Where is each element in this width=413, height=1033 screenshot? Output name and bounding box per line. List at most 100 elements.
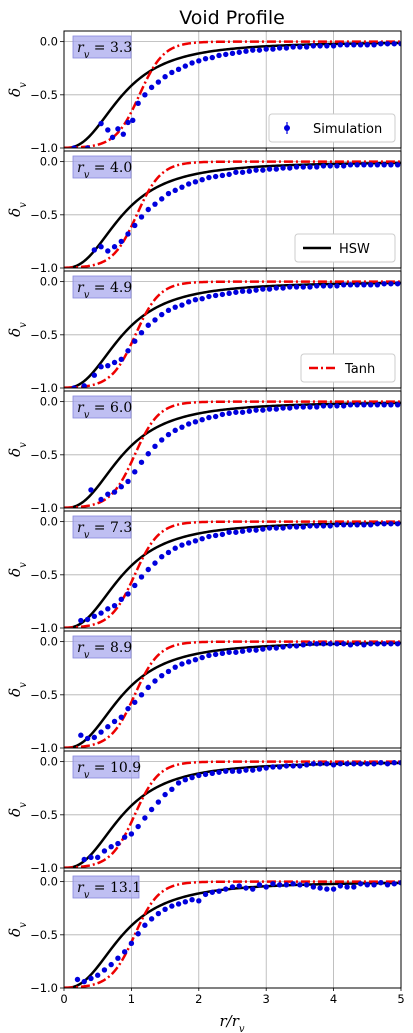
- x-tick-label: 1: [128, 992, 135, 1006]
- simulation-point: [109, 134, 116, 141]
- simulation-point: [394, 521, 401, 527]
- simulation-point: [330, 762, 337, 768]
- tanh-line: [64, 280, 401, 388]
- axes-frame: [63, 390, 402, 509]
- simulation-point: [223, 886, 229, 892]
- simulation-point: [175, 780, 182, 786]
- simulation-point: [148, 84, 155, 91]
- y-axis-label: δv: [6, 922, 29, 937]
- simulation-point: [169, 69, 175, 76]
- simulation-point: [344, 884, 350, 890]
- simulation-point: [374, 641, 381, 647]
- simulation-point: [266, 286, 273, 292]
- simulation-point: [95, 972, 101, 978]
- simulation-point: [196, 58, 202, 64]
- simulation-point: [324, 43, 330, 49]
- simulation-point: [185, 540, 192, 546]
- simulation-point: [202, 891, 209, 898]
- simulation-point: [165, 549, 172, 556]
- simulation-point: [239, 288, 246, 294]
- simulation-point: [128, 831, 135, 837]
- legend-label: Tanh: [344, 362, 375, 377]
- y-tick-label: 0.0: [40, 515, 58, 529]
- simulation-point: [125, 348, 131, 354]
- simulation-point: [351, 761, 357, 767]
- simulation-point: [293, 284, 300, 290]
- simulation-point: [202, 55, 209, 62]
- simulation-point: [111, 489, 118, 495]
- simulation-point: [310, 884, 317, 890]
- simulation-point: [388, 641, 394, 647]
- simulation-point: [381, 641, 387, 647]
- simulation-point: [334, 641, 340, 647]
- simulation-point: [303, 44, 310, 50]
- tanh-line: [64, 160, 401, 268]
- simulation-point: [226, 649, 232, 655]
- simulation-point: [172, 427, 178, 434]
- simulation-point: [260, 407, 266, 413]
- simulation-point: [253, 527, 259, 533]
- simulation-point: [88, 975, 94, 982]
- simulation-point: [71, 385, 77, 388]
- simulation-point: [84, 145, 91, 148]
- simulation-point: [354, 402, 360, 408]
- simulation-point: [347, 282, 354, 288]
- rv-label-box: [72, 395, 132, 419]
- simulation-point: [384, 761, 391, 767]
- simulation-point: [229, 50, 236, 57]
- simulation-point: [196, 898, 202, 904]
- simulation-point: [381, 162, 387, 168]
- y-axis-label: δv: [6, 82, 29, 97]
- simulation-point: [71, 145, 77, 148]
- simulation-point: [206, 533, 212, 540]
- panel-1: 0.0 −0.5 −1.0 δv rv = 4.0 HSW: [6, 150, 402, 275]
- y-tick-label: −0.5: [30, 88, 58, 102]
- simulation-point: [165, 668, 172, 675]
- simulation-point: [287, 165, 293, 171]
- simulation-point: [320, 523, 327, 529]
- simulation-point: [307, 284, 313, 290]
- tanh-line: [64, 880, 401, 988]
- simulation-point: [78, 617, 84, 624]
- simulation-point: [165, 190, 172, 197]
- simulation-point: [132, 338, 138, 344]
- legend-box: [300, 353, 396, 383]
- simulation-point: [314, 641, 320, 647]
- simulation-point: [152, 317, 158, 323]
- simulation-point: [199, 535, 205, 542]
- simulation-point: [378, 880, 384, 886]
- simulation-point: [125, 591, 131, 597]
- simulation-point: [206, 293, 212, 300]
- axes-frame: [63, 870, 402, 989]
- simulation-point: [125, 231, 131, 237]
- simulation-point: [246, 288, 253, 294]
- axes-frame: [63, 270, 402, 389]
- rv-label-box: [72, 875, 140, 899]
- simulation-point: [260, 526, 266, 532]
- simulation-point: [381, 281, 387, 287]
- simulation-point: [273, 525, 280, 531]
- simulation-point: [334, 283, 340, 289]
- simulation-point: [199, 654, 205, 661]
- simulation-point: [219, 172, 226, 179]
- simulation-point: [320, 403, 327, 409]
- simulation-point: [270, 881, 276, 887]
- tanh-line: [64, 640, 401, 748]
- rv-label: rv = 4.9: [77, 280, 132, 301]
- simulation-point: [145, 566, 151, 573]
- simulation-point: [179, 542, 185, 548]
- rv-label: rv = 6.0: [77, 400, 132, 421]
- simulation-point: [132, 222, 138, 229]
- legend-label: Simulation: [313, 122, 382, 137]
- simulation-point: [314, 523, 320, 529]
- y-tick-label: −1.0: [30, 261, 58, 275]
- simulation-point: [367, 641, 374, 647]
- simulation-point: [384, 882, 391, 888]
- simulation-point: [159, 437, 165, 443]
- simulation-point: [378, 760, 384, 766]
- plot-area: [64, 280, 401, 388]
- simulation-point: [179, 661, 185, 667]
- simulation-point: [148, 916, 155, 922]
- simulation-point: [374, 162, 381, 168]
- y-tick-label: −1.0: [30, 741, 58, 755]
